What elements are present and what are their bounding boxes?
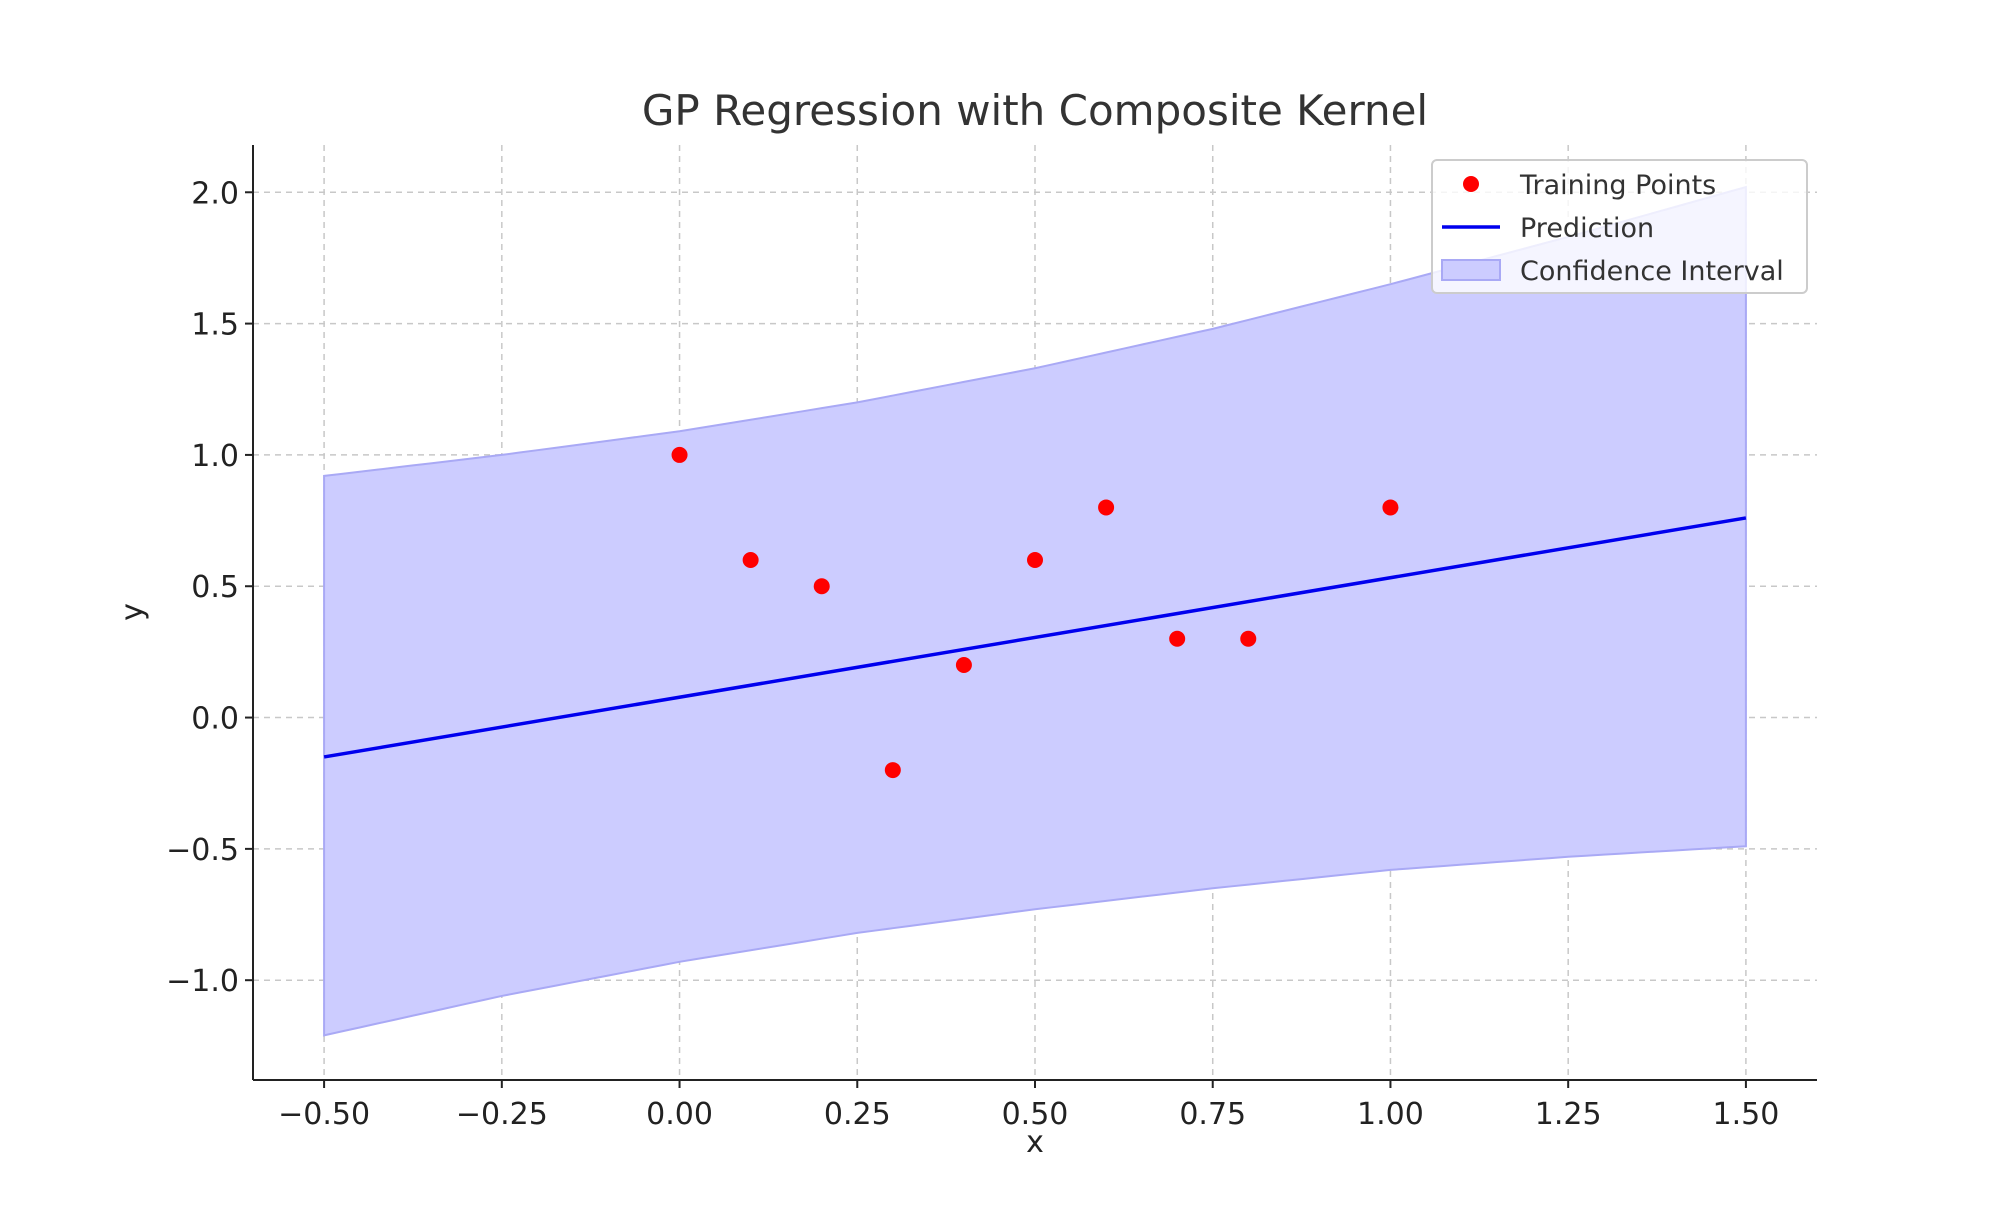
y-tick-label: −1.0 bbox=[166, 964, 239, 999]
legend-label: Prediction bbox=[1520, 213, 1654, 244]
x-tick-label: 0.75 bbox=[1179, 1097, 1246, 1132]
x-tick-label: 1.25 bbox=[1535, 1097, 1602, 1132]
y-axis-label: y bbox=[115, 603, 150, 621]
legend-marker-confidence-interval bbox=[1441, 259, 1501, 281]
training-point bbox=[1169, 630, 1186, 647]
x-axis-label: x bbox=[1026, 1125, 1044, 1160]
x-tick-label: 0.25 bbox=[824, 1097, 891, 1132]
y-tick-label: 2.0 bbox=[191, 176, 239, 211]
x-tick-label: 1.50 bbox=[1713, 1097, 1780, 1132]
y-tick-label: −0.5 bbox=[166, 833, 239, 868]
x-tick-label: −0.25 bbox=[456, 1097, 548, 1132]
x-tick-label: 0.00 bbox=[646, 1097, 713, 1132]
training-point bbox=[1027, 551, 1043, 568]
x-tick-label: 1.00 bbox=[1357, 1097, 1424, 1132]
legend: Training Points Prediction Confidence Inte… bbox=[1431, 159, 1808, 294]
training-point bbox=[884, 762, 901, 779]
training-points-layer bbox=[671, 446, 1399, 779]
chart-title: GP Regression with Composite Kernel bbox=[642, 86, 1428, 135]
training-point bbox=[1240, 630, 1257, 647]
training-point bbox=[813, 578, 830, 595]
training-point bbox=[1382, 499, 1399, 516]
x-tick-label: 0.50 bbox=[1002, 1097, 1069, 1132]
training-point bbox=[1098, 499, 1115, 516]
training-point bbox=[671, 446, 688, 463]
training-point bbox=[955, 657, 972, 674]
confidence-band-layer bbox=[323, 185, 1747, 1037]
legend-marker-training-points bbox=[1463, 176, 1479, 192]
training-point bbox=[742, 551, 759, 568]
y-tick-label: 1.5 bbox=[191, 308, 239, 343]
x-tick-label: −0.50 bbox=[278, 1097, 370, 1132]
prediction-line-layer bbox=[323, 516, 1747, 759]
legend-label: Training Points bbox=[1519, 170, 1716, 201]
y-tick-label: 1.0 bbox=[191, 439, 239, 474]
axes-layer bbox=[245, 145, 1817, 1088]
prediction-line bbox=[323, 516, 1747, 759]
y-tick-label: 0.5 bbox=[191, 570, 239, 605]
legend-box bbox=[1431, 159, 1808, 294]
legend-label: Confidence Interval bbox=[1520, 256, 1784, 287]
y-tick-label: 0.0 bbox=[191, 702, 239, 737]
confidence-band bbox=[323, 185, 1747, 1037]
tick-labels-layer: −0.50 −0.25 0.00 0.25 0.50 0.75 1.00 1.25 1.50 −1… bbox=[166, 176, 1779, 1132]
